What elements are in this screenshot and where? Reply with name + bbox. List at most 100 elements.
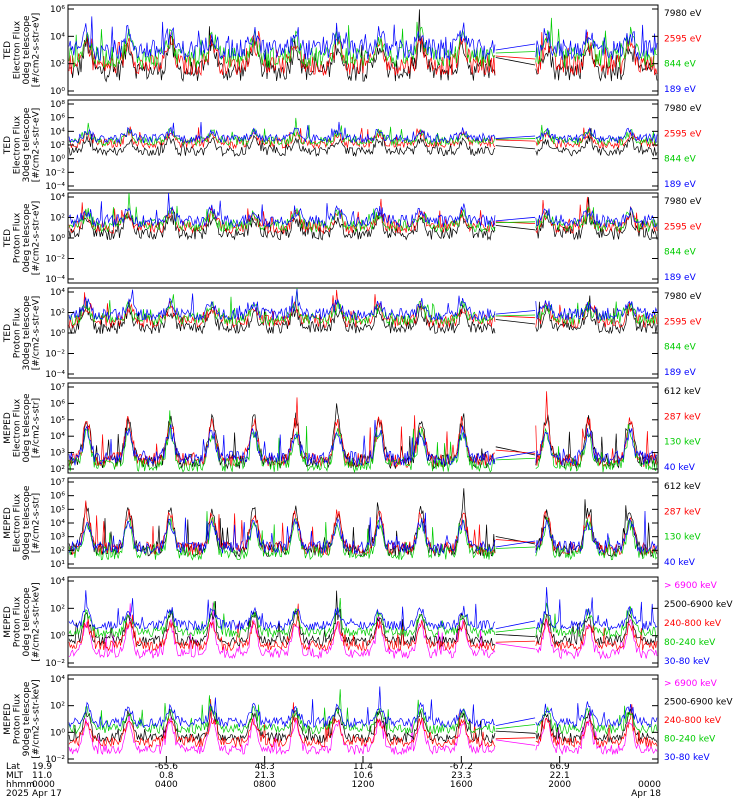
- gap-bridge-line: [495, 55, 536, 60]
- gap-bridge-line: [495, 724, 536, 730]
- series-line-40-kev: [68, 510, 658, 555]
- gap-bridge-line: [495, 737, 536, 740]
- y-tick-label: 10⁴: [50, 432, 65, 442]
- y-tick-label: 10⁻⁴: [45, 275, 65, 285]
- legend-entry: 844 eV: [664, 343, 697, 353]
- y-axis-label-line: [#/cm2-s-str-keV]: [32, 679, 42, 758]
- y-tick-label: 10¹: [50, 560, 65, 570]
- legend-entry: 80-240 keV: [664, 735, 716, 745]
- y-axis-label-line: Electron Flux: [13, 493, 23, 552]
- y-axis-label-line: Electron Flux: [13, 20, 23, 79]
- y-tick-label: 10⁶: [50, 114, 65, 124]
- y-axis-label: MEPEDProton Flux0deg telescope[#/cm2-s-s…: [3, 582, 42, 661]
- legend-entry: > 6900 keV: [664, 581, 718, 591]
- y-axis-label-line: [#/cm2-s-str-eV]: [32, 296, 42, 371]
- legend-entry: 130 keV: [664, 533, 701, 543]
- legend-entry: 30-80 keV: [664, 657, 710, 667]
- panel-frame: [67, 382, 659, 474]
- gap-bridge-line: [495, 221, 536, 224]
- gap-bridge-line: [495, 546, 536, 549]
- y-tick-label: 10⁴: [50, 193, 65, 203]
- y-tick-label: 10⁰: [50, 632, 65, 642]
- gap-bridge-line: [495, 739, 536, 746]
- y-axis-label: TEDElectron Flux0deg telescope[#/cm2-s-s…: [3, 13, 42, 88]
- y-axis-label-line: 90deg telescope: [22, 485, 32, 560]
- ephemeris-value: 19.9: [32, 762, 52, 772]
- gap-bridge-line: [495, 135, 536, 139]
- series-line-30-80-kev: [68, 686, 658, 729]
- y-tick-label: 10⁰: [50, 728, 65, 738]
- ephemeris-value: 0000: [32, 780, 55, 790]
- ephemeris-row-label: MLT: [6, 771, 24, 781]
- panel-frame: [67, 287, 659, 379]
- gap-bridge-line: [495, 446, 536, 456]
- legend-entry: 189 eV: [664, 273, 697, 283]
- gap-bridge-line: [495, 620, 536, 630]
- y-tick-label: 10⁴: [50, 127, 65, 137]
- panel-frame: [67, 576, 659, 668]
- y-axis-label-line: 0deg telescope: [22, 15, 32, 85]
- ephemeris-value: 21.3: [255, 771, 275, 781]
- legend-entry: 30-80 keV: [664, 753, 710, 763]
- series-line-612-kev: [68, 403, 658, 470]
- y-axis-label-line: [#/cm2-s-str-eV]: [32, 201, 42, 276]
- ephemeris-row-label: Lat: [6, 762, 21, 772]
- y-axis-label-line: TED: [3, 41, 13, 60]
- y-axis-label-line: [#/cm2-s-str-keV]: [32, 582, 42, 661]
- legend-entry: 2595 eV: [664, 34, 702, 44]
- ephemeris-value: 22.1: [550, 771, 570, 781]
- gap-bridge-line: [495, 145, 536, 150]
- y-tick-label: 10²: [50, 141, 65, 151]
- y-axis-label-line: TED: [3, 136, 13, 155]
- series-line-189-ev: [68, 289, 658, 322]
- y-tick-label: 10⁴: [50, 675, 65, 685]
- series-line-240-800-kev: [68, 698, 658, 748]
- series-line-80-240-kev: [68, 689, 658, 735]
- y-axis-label-line: Proton Flux: [13, 596, 23, 647]
- legend-entry: 2595 eV: [664, 129, 702, 139]
- ephemeris-value: 0000: [638, 780, 661, 790]
- y-tick-label: 10⁵: [50, 505, 65, 515]
- gap-bridge-line: [495, 457, 536, 461]
- y-tick-label: 10⁴: [50, 519, 65, 529]
- gap-bridge-line: [495, 319, 536, 325]
- legend-entry: 7980 eV: [664, 197, 702, 207]
- series-line-40-kev: [68, 419, 658, 467]
- series-line-240-800-kev: [68, 603, 658, 652]
- panel-1: 10⁶ 10⁴ 10² 10⁰ TEDElectron Flux0deg telesco…: [3, 4, 702, 97]
- ephemeris-value: 11.0: [32, 771, 52, 781]
- gap-bridge-line: [495, 216, 536, 222]
- ephemeris-value: 0800: [253, 780, 276, 790]
- ephemeris-value: 0400: [155, 780, 178, 790]
- y-axis-label: TEDProton Flux30deg telescope[#/cm2-s-st…: [3, 295, 42, 370]
- ephemeris-value: Apr 17: [32, 789, 62, 799]
- y-tick-label: 10⁶: [50, 492, 65, 502]
- gap-bridge-line: [495, 51, 536, 54]
- y-axis-label-line: TED: [3, 324, 13, 343]
- legend-entry: 189 eV: [664, 85, 697, 95]
- ephemeris-value: -65.6: [155, 762, 179, 772]
- gap-bridge-line: [495, 225, 536, 231]
- y-tick-label: 10⁻²: [45, 350, 65, 360]
- legend-entry: 2595 eV: [664, 222, 702, 232]
- y-axis-label-line: Proton Flux: [13, 212, 23, 263]
- y-axis-label-line: 0deg telescope: [22, 587, 32, 657]
- gap-bridge-line: [495, 315, 536, 319]
- series-line-189-ev: [68, 192, 658, 229]
- y-tick-label: 10⁴: [50, 32, 65, 42]
- y-axis-label: TEDProton Flux0deg telescope[#/cm2-s-str…: [3, 201, 42, 276]
- series-line-844-ev: [68, 287, 658, 327]
- panel-frame: [67, 192, 659, 284]
- legend-entry: 844 eV: [664, 60, 697, 70]
- gap-bridge-line: [495, 43, 536, 51]
- legend-entry: 2500-6900 keV: [664, 600, 733, 610]
- gap-bridge-line: [495, 540, 536, 548]
- series-line-30-80-kev: [68, 587, 658, 632]
- legend-entry: 240-800 keV: [664, 619, 722, 629]
- legend-entry: 80-240 keV: [664, 638, 716, 648]
- legend-entry: 7980 eV: [664, 104, 702, 114]
- y-tick-label: 10³: [50, 449, 65, 459]
